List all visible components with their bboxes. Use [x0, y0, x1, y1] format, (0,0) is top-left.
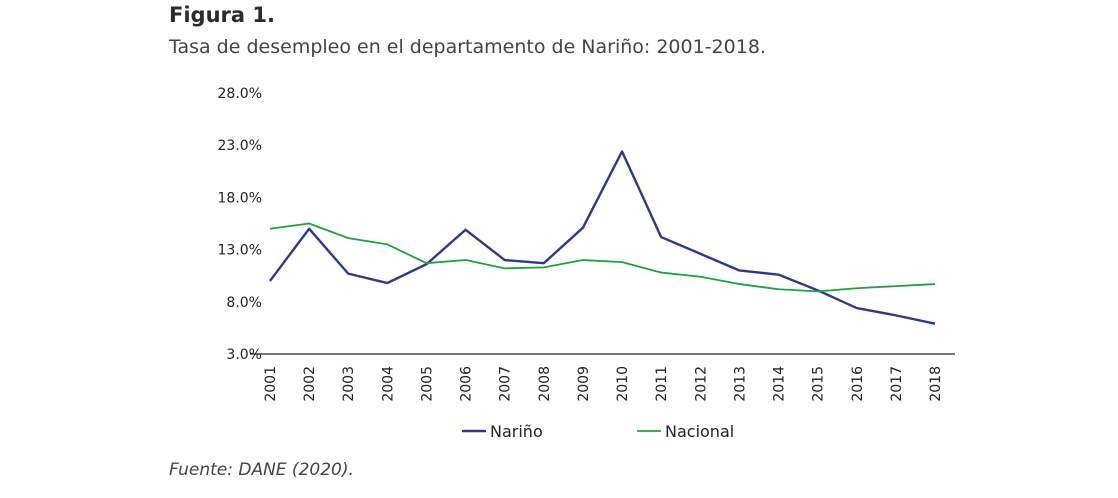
series-line-nari-o — [269, 150, 936, 325]
x-tick-label: 2001 — [263, 366, 279, 402]
y-tick-label: 8.0% — [226, 295, 262, 311]
y-tick-label: 23.0% — [218, 138, 262, 154]
x-tick-label: 2016 — [850, 366, 866, 402]
y-tick-label: 18.0% — [218, 190, 262, 206]
y-tick-label: 28.0% — [218, 86, 262, 102]
figure-title: Tasa de desempleo en el departamento de … — [169, 36, 766, 58]
x-tick-label: 2008 — [537, 366, 553, 402]
legend-label: Nacional — [665, 422, 734, 441]
x-tick-label: 2017 — [889, 366, 905, 402]
x-tick-label: 2005 — [419, 366, 435, 402]
x-tick-label: 2010 — [615, 366, 631, 402]
x-tick-label: 2003 — [341, 366, 357, 402]
legend: Nariño Nacional — [462, 422, 734, 441]
y-tick-label: 3.0% — [226, 347, 262, 363]
x-tick-label: 2015 — [811, 366, 827, 402]
x-tick-label: 2012 — [693, 366, 709, 402]
x-tick-label: 2004 — [380, 366, 396, 402]
series-lines — [269, 150, 936, 325]
x-tick-label: 2014 — [772, 366, 788, 402]
x-tick-label: 2013 — [732, 366, 748, 402]
x-tick-label: 2011 — [654, 366, 670, 402]
x-axis-ticks: 2001 2002 2003 2004 2005 2006 2007 2008 2009 2010… — [263, 366, 944, 402]
legend-label: Nariño — [490, 422, 543, 441]
figure-source: Fuente: DANE (2020). — [169, 460, 354, 480]
series-line-nacional — [269, 222, 936, 293]
x-tick-label: 2018 — [928, 366, 944, 402]
y-axis-ticks: 3.0% 8.0% 13.0% 18.0% 23.0% 28.0% — [218, 86, 262, 363]
x-tick-label: 2009 — [576, 366, 592, 402]
y-tick-label: 13.0% — [218, 243, 262, 259]
x-tick-label: 2006 — [459, 366, 475, 402]
figure-label: Figura 1. — [169, 3, 275, 27]
x-tick-label: 2007 — [498, 366, 514, 402]
x-tick-label: 2002 — [302, 366, 318, 402]
